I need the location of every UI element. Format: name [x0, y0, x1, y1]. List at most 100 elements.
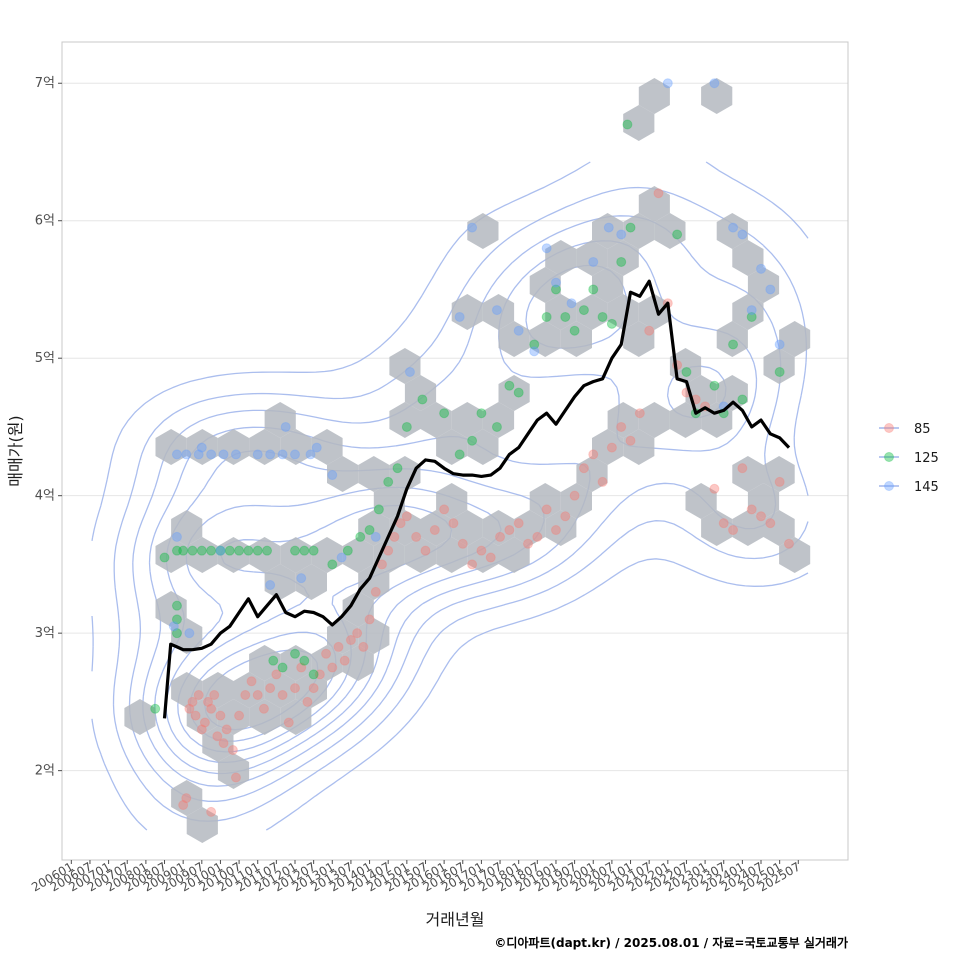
hex-bin [171, 618, 203, 654]
data-point [171, 600, 182, 611]
data-point [364, 614, 375, 625]
data-point [383, 476, 394, 487]
data-point [206, 806, 217, 817]
data-point [308, 545, 319, 556]
legend-label: 125 [914, 451, 939, 466]
data-point [234, 545, 245, 556]
data-point [187, 696, 198, 707]
hex-bin [560, 321, 592, 357]
hex-bin [623, 213, 655, 249]
hex-bin [171, 672, 203, 708]
data-point [672, 229, 683, 240]
hex-bin [249, 537, 281, 573]
data-point [277, 662, 288, 673]
data-point [616, 229, 627, 240]
hex-bin [389, 456, 421, 492]
data-point [622, 119, 633, 130]
hex-bin [420, 510, 452, 546]
data-point [491, 305, 502, 316]
hex-bin [514, 510, 546, 546]
hex-bin [482, 294, 515, 330]
x-axis-title: 거래년월 [426, 910, 485, 929]
data-point [221, 724, 232, 735]
data-point [277, 690, 288, 701]
data-point [171, 614, 182, 625]
data-point [215, 545, 226, 556]
hex-bin [529, 267, 561, 303]
hex-bin [436, 483, 468, 519]
data-point [190, 710, 201, 721]
data-point [212, 731, 223, 742]
data-point [206, 703, 217, 714]
hex-bin [732, 510, 764, 546]
data-point [252, 690, 263, 701]
data-point [327, 559, 338, 570]
hex-bin [217, 699, 250, 735]
hex-bin [638, 78, 670, 114]
hex-bin [623, 105, 655, 141]
data-point [737, 394, 748, 405]
hex-bin [327, 618, 359, 654]
hex-bin [529, 321, 561, 357]
data-point [171, 545, 182, 556]
legend-key-point [884, 423, 894, 433]
data-point [737, 463, 748, 474]
density-contour [112, 186, 809, 822]
data-point [774, 476, 785, 487]
data-point [485, 552, 496, 563]
data-point [550, 284, 561, 295]
data-point [603, 222, 614, 233]
hex-bin [280, 537, 312, 573]
data-point [290, 449, 301, 460]
data-point [653, 188, 664, 199]
legend-item: 145 [879, 480, 939, 495]
hex-bin [186, 699, 218, 735]
data-point [401, 511, 412, 522]
data-point [159, 552, 170, 563]
data-point [373, 504, 384, 515]
hex-bin [389, 402, 421, 438]
data-point [230, 449, 241, 460]
data-point [196, 442, 207, 453]
data-point [606, 318, 617, 329]
data-point [327, 662, 338, 673]
hexbin-layer [124, 78, 811, 843]
data-point [290, 545, 301, 556]
hex-bin [592, 429, 624, 465]
data-point [203, 696, 214, 707]
y-axis: 2억 3억 4억 5억 6억 7억 [35, 76, 62, 779]
data-point [199, 717, 210, 728]
hex-bin [358, 564, 390, 600]
data-point [308, 683, 319, 694]
data-point [209, 690, 220, 701]
data-point [252, 545, 263, 556]
data-point [513, 325, 524, 336]
data-point [178, 800, 189, 811]
x-axis: 2006012006072007012007072008012008072009… [29, 859, 803, 894]
data-point [454, 449, 465, 460]
data-point [230, 772, 241, 783]
data-point [606, 442, 617, 453]
data-point [709, 483, 720, 494]
data-point [644, 325, 655, 336]
data-point [709, 380, 720, 391]
data-point [314, 669, 325, 680]
data-point [765, 518, 776, 529]
data-point [541, 311, 552, 322]
hex-bin [358, 618, 390, 654]
hex-bin [202, 672, 234, 708]
data-point [448, 518, 459, 529]
data-point [404, 366, 415, 377]
data-point [746, 504, 757, 515]
data-point [193, 690, 204, 701]
data-point [265, 580, 276, 591]
data-point [513, 518, 524, 529]
data-point [168, 621, 179, 632]
hex-bin [716, 375, 748, 411]
data-point [467, 435, 478, 446]
data-point [327, 470, 338, 481]
data-point [196, 724, 207, 735]
trend-line-layer [162, 279, 791, 719]
hex-bin [576, 240, 608, 276]
hex-bin [685, 483, 717, 519]
